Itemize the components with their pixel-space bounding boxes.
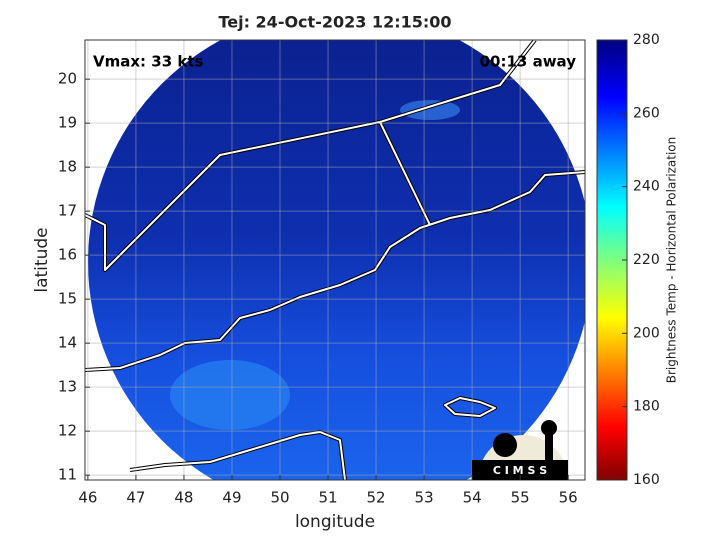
y-tick-label: 19 xyxy=(58,114,77,132)
annotation: 00:13 away xyxy=(480,53,577,71)
x-axis-label: longitude xyxy=(295,512,375,532)
y-tick-label: 16 xyxy=(58,246,77,264)
x-tick-label: 47 xyxy=(126,489,145,507)
colorbar-tick-label: 200 xyxy=(633,325,660,341)
colorbar-label: Brightness Temp - Horizontal Polarizatio… xyxy=(665,137,679,384)
x-tick-label: 51 xyxy=(318,489,337,507)
x-tick-label: 55 xyxy=(511,489,530,507)
logo-text: C I M S S xyxy=(493,464,547,477)
satellite-image xyxy=(85,40,585,480)
colorbar-tick-label: 160 xyxy=(633,472,660,488)
annotation: Vmax: 33 kts xyxy=(93,53,203,71)
y-tick-label: 17 xyxy=(58,202,77,220)
y-tick-label: 20 xyxy=(58,70,77,88)
x-tick-label: 54 xyxy=(463,489,482,507)
x-tick-label: 46 xyxy=(78,489,97,507)
x-tick-label: 48 xyxy=(174,489,193,507)
colorbar-tick-label: 240 xyxy=(633,179,660,195)
x-tick-label: 56 xyxy=(559,489,578,507)
x-tick-label: 49 xyxy=(222,489,241,507)
chart-title: Tej: 24-Oct-2023 12:15:00 xyxy=(218,13,451,32)
y-tick-label: 15 xyxy=(58,290,77,308)
y-tick-label: 13 xyxy=(58,378,77,396)
logo xyxy=(472,420,568,480)
x-tick-label: 52 xyxy=(367,489,386,507)
y-tick-label: 11 xyxy=(58,466,77,484)
colorbar-tick-label: 220 xyxy=(633,252,660,268)
y-tick-label: 18 xyxy=(58,158,77,176)
colorbar-tick-label: 260 xyxy=(633,105,660,121)
y-axis-label: latitude xyxy=(32,227,52,292)
x-tick-label: 50 xyxy=(270,489,289,507)
y-tick-label: 14 xyxy=(58,334,77,352)
x-tick-label: 53 xyxy=(415,489,434,507)
colorbar-tick-label: 280 xyxy=(633,32,660,48)
colorbar-tick-label: 180 xyxy=(633,399,660,415)
y-tick-label: 12 xyxy=(58,422,77,440)
plot-frame xyxy=(84,39,586,481)
